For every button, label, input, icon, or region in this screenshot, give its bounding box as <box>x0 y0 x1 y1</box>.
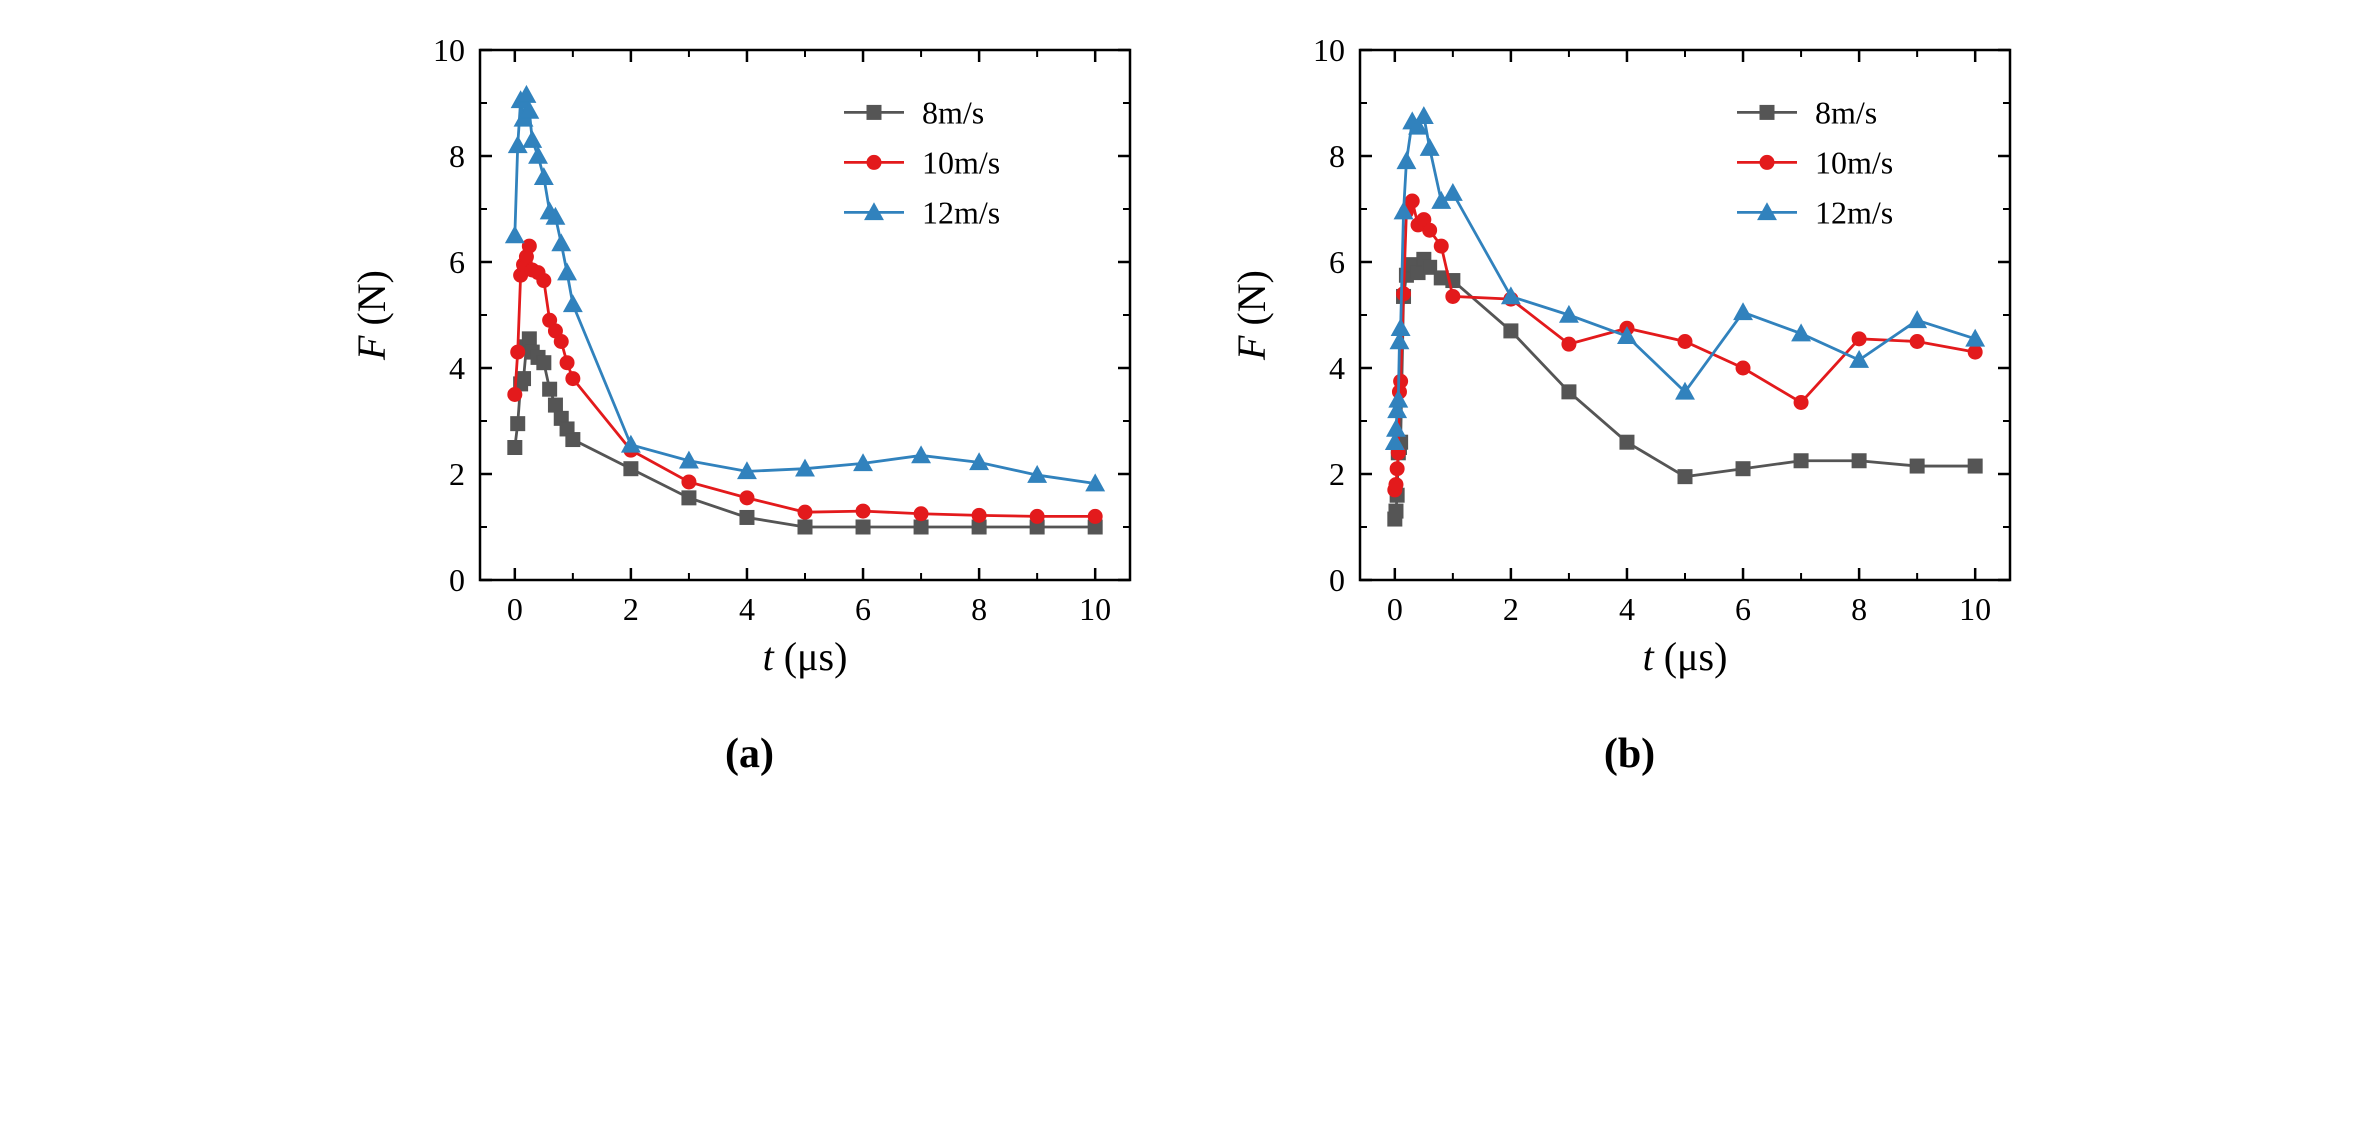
x-tick-label: 10 <box>1959 591 1991 627</box>
panel-b: 02468100246810t (μs)F (N)8m/s10m/s12m/s … <box>1220 20 2040 778</box>
y-tick-label: 0 <box>449 562 465 598</box>
legend-label-8m/s: 8m/s <box>1815 94 1877 130</box>
legend-label-10m/s: 10m/s <box>922 144 1000 180</box>
x-tick-label: 8 <box>1851 591 1867 627</box>
y-tick-label: 6 <box>449 244 465 280</box>
y-tick-label: 4 <box>449 350 465 386</box>
chart-svg: 0 2 4 6 8 10 0 2 4 6 8 10 t (μs) F (N) 8m/s 10m/s 12m/s <box>1220 20 2040 700</box>
y-tick-label: 8 <box>1329 138 1345 174</box>
y-tick-label: 2 <box>1329 456 1345 492</box>
y-tick-label: 6 <box>1329 244 1345 280</box>
panel-b-label: (b) <box>1604 730 1655 778</box>
chart-b: 0 2 4 6 8 10 0 2 4 6 8 10 t (μs) F (N) 8m/s 10m/s 12m/s <box>1220 20 2040 700</box>
x-tick-label: 4 <box>1618 591 1634 627</box>
y-tick-label: 10 <box>1313 32 1345 68</box>
legend-label-8m/s: 8m/s <box>922 94 984 130</box>
x-tick-label: 4 <box>738 591 754 627</box>
panel-a-label: (a) <box>725 730 774 778</box>
x-tick-label: 2 <box>622 591 638 627</box>
panel-a: 02468100246810t (μs)F (N)8m/s10m/s12m/s … <box>340 20 1160 778</box>
y-tick-label: 4 <box>1329 350 1345 386</box>
chart-a: 0 2 4 6 8 10 0 2 4 6 8 10 t (μs) F (N) 8m/s 10m/s 12m/s <box>340 20 1160 700</box>
y-tick-label: 2 <box>449 456 465 492</box>
figure-container: 02468100246810t (μs)F (N)8m/s10m/s12m/s … <box>20 20 2359 778</box>
x-tick-label: 10 <box>1079 591 1111 627</box>
legend-label-10m/s: 10m/s <box>1815 144 1893 180</box>
y-tick-label: 8 <box>449 138 465 174</box>
x-tick-label: 6 <box>1735 591 1751 627</box>
x-tick-label: 0 <box>506 591 522 627</box>
y-tick-label: 10 <box>433 32 465 68</box>
x-axis-label: t (μs) <box>762 634 847 679</box>
y-axis-label: F (N) <box>349 270 394 361</box>
y-tick-label: 0 <box>1329 562 1345 598</box>
legend-label-12m/s: 12m/s <box>922 194 1000 230</box>
x-tick-label: 6 <box>855 591 871 627</box>
legend-label-12m/s: 12m/s <box>1815 194 1893 230</box>
x-tick-label: 2 <box>1502 591 1518 627</box>
chart-svg: 0 2 4 6 8 10 0 2 4 6 8 10 t (μs) F (N) 8m/s 10m/s 12m/s <box>340 20 1160 700</box>
x-axis-label: t (μs) <box>1642 634 1727 679</box>
plot-area <box>1360 50 2010 580</box>
x-tick-label: 0 <box>1386 591 1402 627</box>
y-axis-label: F (N) <box>1229 270 1274 361</box>
x-tick-label: 8 <box>971 591 987 627</box>
